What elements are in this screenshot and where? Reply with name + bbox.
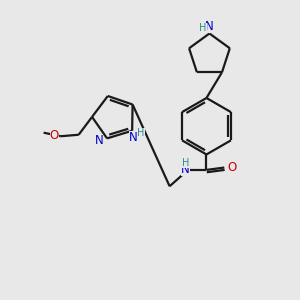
Text: N: N — [181, 163, 190, 176]
Text: N: N — [94, 134, 103, 147]
Text: N: N — [129, 131, 138, 144]
Text: N: N — [205, 20, 214, 33]
Text: O: O — [227, 161, 236, 174]
Text: H: H — [137, 128, 145, 138]
Text: H: H — [182, 158, 189, 168]
Text: H: H — [199, 23, 207, 33]
Text: O: O — [50, 129, 59, 142]
